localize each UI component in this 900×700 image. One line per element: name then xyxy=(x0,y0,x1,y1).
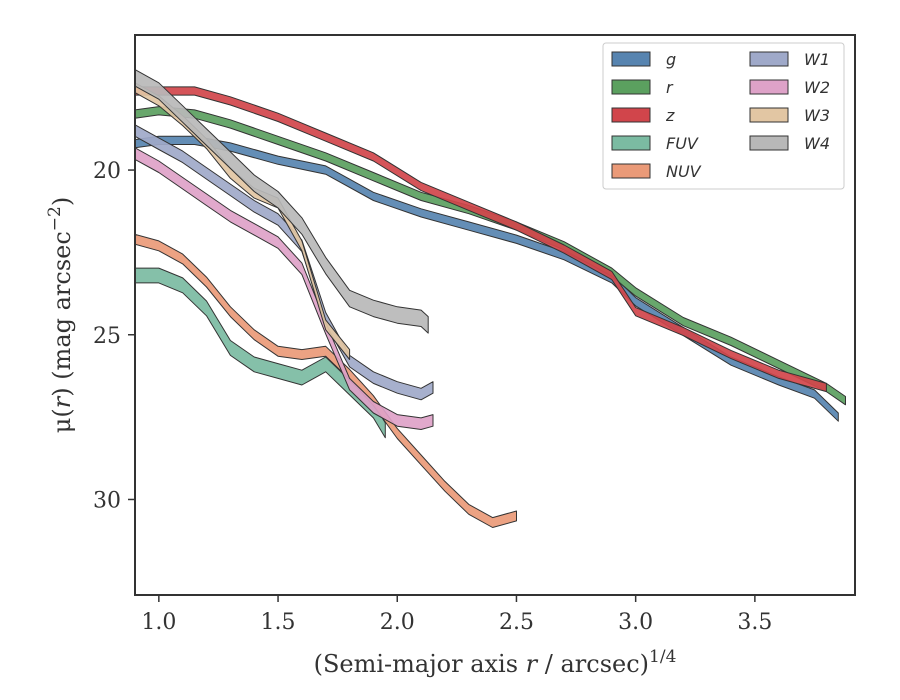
legend-label: W1 xyxy=(804,50,830,69)
legend-swatch xyxy=(611,135,651,151)
x-axis-label: (Semi-major axis r / arcsec)1/4 xyxy=(314,647,677,678)
y-tick-label: 25 xyxy=(93,324,121,349)
legend-swatch xyxy=(749,107,789,123)
y-tick-label: 20 xyxy=(93,159,121,184)
legend: grz FUV NUV W1 W2 W3 W4 xyxy=(602,42,845,190)
series-band-w2 xyxy=(135,147,434,430)
y-tick-label: 30 xyxy=(93,488,121,513)
legend-entry-w1: W1 xyxy=(749,50,830,69)
legend-entry-w4: W4 xyxy=(749,134,830,153)
x-tick-label: 1.5 xyxy=(261,610,296,635)
y-axis-label: μ(r) (mag arcsec−2) xyxy=(45,197,76,434)
legend-entry-w3: W3 xyxy=(749,106,830,125)
legend-entry-r: r xyxy=(611,78,674,97)
legend-label: W4 xyxy=(804,134,830,153)
x-axis-ticks: 1.0 1.5 2.0 2.5 3.0 3.5 xyxy=(141,595,772,635)
series-band-z xyxy=(135,86,827,393)
legend-swatch xyxy=(749,79,789,95)
legend-swatch xyxy=(611,107,651,123)
plot-frame xyxy=(134,34,856,596)
legend-entry-w2: W2 xyxy=(749,78,830,97)
x-tick-label: 3.0 xyxy=(618,610,653,635)
series-layer xyxy=(135,69,846,528)
legend-label: r xyxy=(666,78,674,97)
x-tick-label: 3.5 xyxy=(737,610,772,635)
legend-label: W3 xyxy=(804,106,830,125)
series-band-w4 xyxy=(135,69,429,334)
legend-entry-nuv: NUV xyxy=(611,162,702,181)
legend-label: W2 xyxy=(804,78,830,97)
x-tick-label: 2.0 xyxy=(380,610,415,635)
legend-swatch xyxy=(611,163,651,179)
legend-swatch xyxy=(749,51,789,67)
legend-swatch xyxy=(611,79,651,95)
series-band-nuv xyxy=(135,233,517,528)
series-band-fuv xyxy=(135,267,386,439)
legend-swatch xyxy=(611,51,651,67)
legend-swatch xyxy=(749,135,789,151)
series-band-g xyxy=(135,135,839,422)
legend-entry-g: g xyxy=(611,50,676,69)
series-band-w1 xyxy=(135,124,434,401)
legend-label: g xyxy=(666,50,676,69)
x-tick-label: 1.0 xyxy=(141,610,176,635)
y-axis-ticks: 20 25 30 xyxy=(93,159,135,513)
legend-label: NUV xyxy=(666,162,702,181)
legend-label: z xyxy=(665,106,675,125)
legend-entry-z: z xyxy=(611,106,675,125)
x-tick-label: 2.5 xyxy=(499,610,534,635)
series-band-r xyxy=(135,106,846,406)
legend-entry-fuv: FUV xyxy=(611,134,699,153)
legend-label: FUV xyxy=(666,134,699,153)
